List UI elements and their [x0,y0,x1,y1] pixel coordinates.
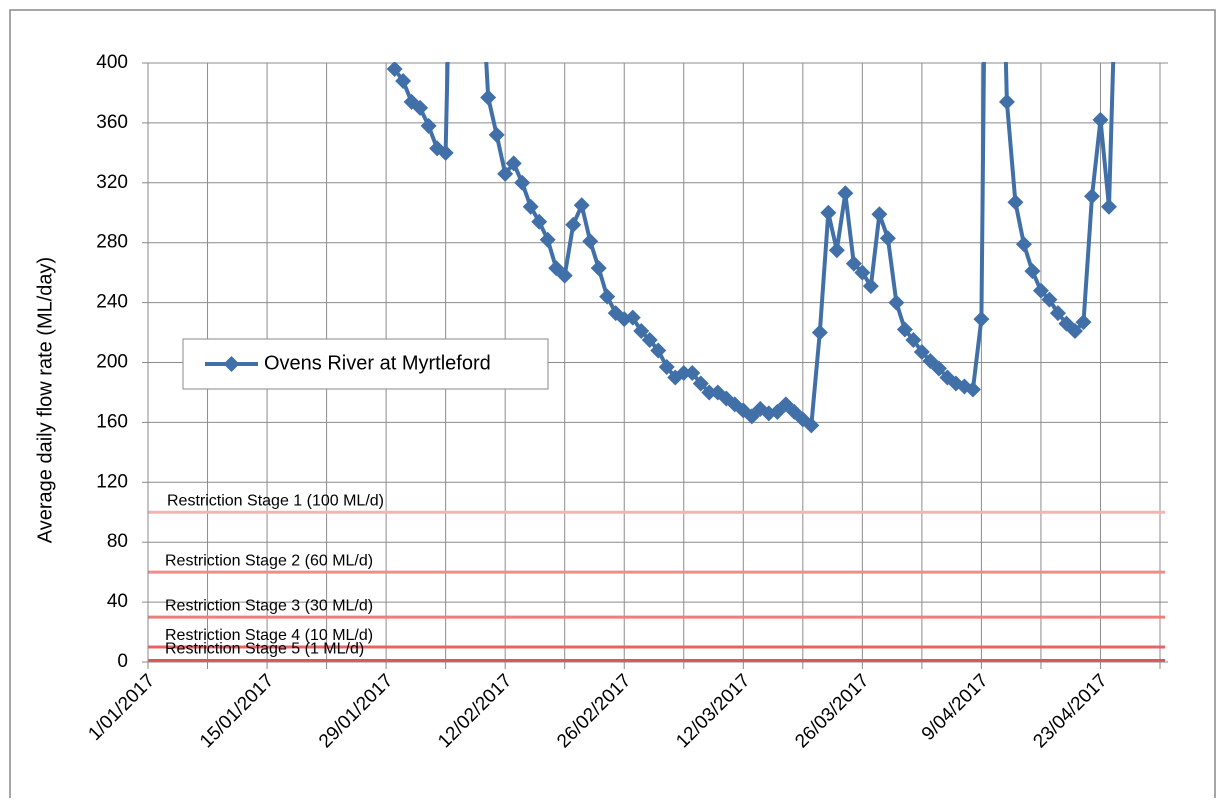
data-marker [514,174,531,191]
data-marker [480,89,497,106]
y-tick-label: 160 [96,411,128,432]
data-marker [488,126,505,143]
data-marker [641,332,658,349]
y-tick-label: 280 [96,232,128,253]
data-marker [964,381,981,398]
data-marker [888,294,905,311]
data-marker [531,213,548,230]
data-marker [701,384,718,401]
data-marker [905,332,922,349]
data-marker [599,288,616,305]
y-tick-label: 200 [96,352,128,373]
data-marker [565,216,582,233]
restriction-label: Restriction Stage 5 (1 ML/d) [165,641,364,658]
data-marker [1049,305,1066,322]
data-marker [684,364,701,381]
data-marker [420,117,437,134]
data-marker [879,230,896,247]
data-marker [624,309,641,326]
data-marker [803,417,820,434]
data-marker [820,204,837,221]
data-marker [862,278,879,295]
data-marker [1083,188,1100,205]
y-axis-label: Average daily flow rate (ML/day) [34,257,56,543]
data-marker [828,242,845,259]
data-marker [539,231,556,248]
restriction-label: Restriction Stage 4 (10 ML/d) [165,627,373,644]
data-marker [837,185,854,202]
restriction-label: Restriction Stage 3 (30 ML/d) [165,597,373,614]
data-marker [1092,111,1109,128]
data-marker [658,358,675,375]
data-marker [871,206,888,223]
restriction-label: Restriction Stage 1 (100 ML/d) [167,492,384,509]
data-marker [692,375,709,392]
data-marker [556,267,573,284]
data-marker [633,323,650,340]
data-marker [573,197,590,214]
data-marker [437,144,454,161]
y-tick-label: 240 [96,292,128,313]
legend-marker [223,356,240,372]
data-marker [650,342,667,359]
data-marker [1041,291,1058,308]
data-marker [913,344,930,361]
legend-label: Ovens River at Myrtleford [264,352,491,374]
data-marker [522,198,539,215]
data-marker [1075,314,1092,331]
y-tick-label: 320 [96,172,128,193]
data-marker [896,321,913,338]
data-marker [675,364,692,381]
data-marker [930,360,947,377]
data-marker [1024,263,1041,280]
data-marker [998,93,1015,110]
y-tick-label: 360 [96,112,128,133]
data-marker [1066,323,1083,340]
data-marker [590,260,607,277]
data-marker [386,62,403,77]
restriction-label: Restriction Stage 2 (60 ML/d) [165,552,373,569]
data-marker [845,255,862,272]
data-marker [412,99,429,116]
y-tick-label: 120 [96,471,128,492]
data-marker [1015,236,1032,253]
data-marker [1007,194,1024,211]
data-marker [1032,282,1049,299]
data-marker [395,72,412,89]
data-marker [854,264,871,281]
data-marker [973,311,990,328]
data-marker [582,233,599,250]
data-marker [505,155,522,172]
y-tick-label: 80 [107,531,128,552]
data-marker [811,324,828,341]
chart-frame [9,9,1216,801]
y-tick-label: 400 [96,52,128,73]
data-marker [1100,198,1117,215]
data-marker [497,165,514,182]
y-tick-label: 0 [117,651,128,672]
y-tick-label: 40 [107,591,128,612]
legend: Ovens River at Myrtleford [182,338,549,390]
